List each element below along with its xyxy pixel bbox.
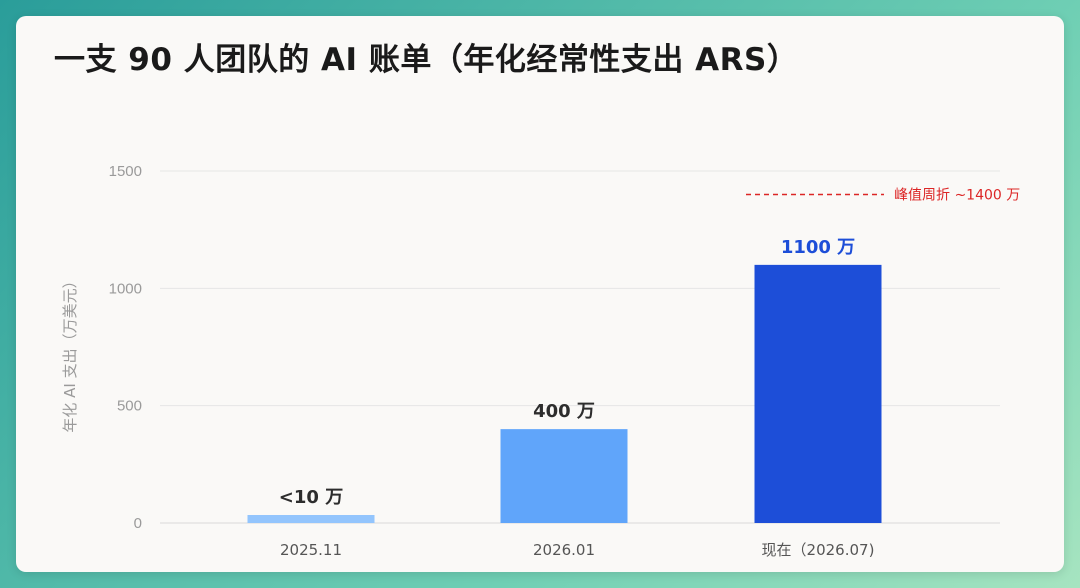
- data-label: 1100 万: [781, 237, 855, 258]
- y-tick-label: 500: [117, 398, 142, 415]
- x-tick-label: 2025.11: [280, 541, 342, 559]
- x-tick-label: 现在（2026.07): [762, 541, 875, 559]
- bar: [754, 264, 882, 523]
- chart-title: 一支 90 人团队的 AI 账单（年化经常性支出 ARS）: [54, 42, 799, 78]
- y-axis-label: 年化 AI 支出（万美元）: [61, 273, 79, 432]
- y-tick-label: 0: [134, 515, 142, 532]
- y-tick-label: 1500: [109, 163, 142, 180]
- x-tick-label: 2026.01: [533, 541, 595, 559]
- peak-annotation-label: 峰值周折 ~1400 万: [894, 187, 1020, 203]
- y-tick-label: 1000: [109, 280, 142, 297]
- bar: [247, 515, 375, 523]
- data-label: 400 万: [533, 401, 595, 422]
- data-label: <10 万: [279, 487, 343, 508]
- bar: [500, 429, 628, 523]
